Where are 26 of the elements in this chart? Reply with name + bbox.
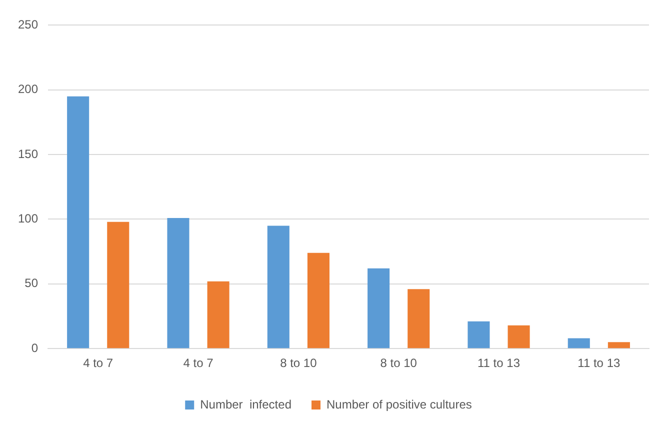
bar bbox=[107, 222, 130, 348]
x-tick-label: 11 to 13 bbox=[578, 356, 620, 370]
bar bbox=[307, 252, 330, 348]
bar bbox=[608, 342, 630, 348]
bar bbox=[408, 289, 430, 348]
bar bbox=[368, 268, 390, 348]
bar bbox=[167, 218, 190, 348]
y-tick-label: 200 bbox=[18, 82, 38, 96]
bar bbox=[207, 281, 230, 348]
x-tick-label: 8 to 10 bbox=[280, 356, 318, 370]
y-tick-label: 150 bbox=[18, 146, 38, 161]
x-tick-label: 4 to 7 bbox=[83, 356, 114, 370]
legend-label: Number of positive cultures bbox=[326, 397, 472, 412]
y-tick-label: 250 bbox=[18, 18, 38, 32]
y-tick-label: 0 bbox=[31, 340, 38, 355]
bar bbox=[508, 325, 530, 348]
y-tick-label: 100 bbox=[18, 212, 38, 226]
legend-label: Number infected bbox=[200, 397, 292, 412]
bar bbox=[468, 321, 490, 348]
y-tick-label: 50 bbox=[24, 276, 38, 290]
bar bbox=[568, 338, 590, 348]
bar bbox=[67, 96, 90, 348]
x-tick-label: 11 to 13 bbox=[478, 356, 520, 370]
x-tick-label: 4 to 7 bbox=[183, 356, 214, 370]
bar bbox=[267, 226, 290, 348]
x-tick-label: 8 to 10 bbox=[380, 356, 418, 370]
